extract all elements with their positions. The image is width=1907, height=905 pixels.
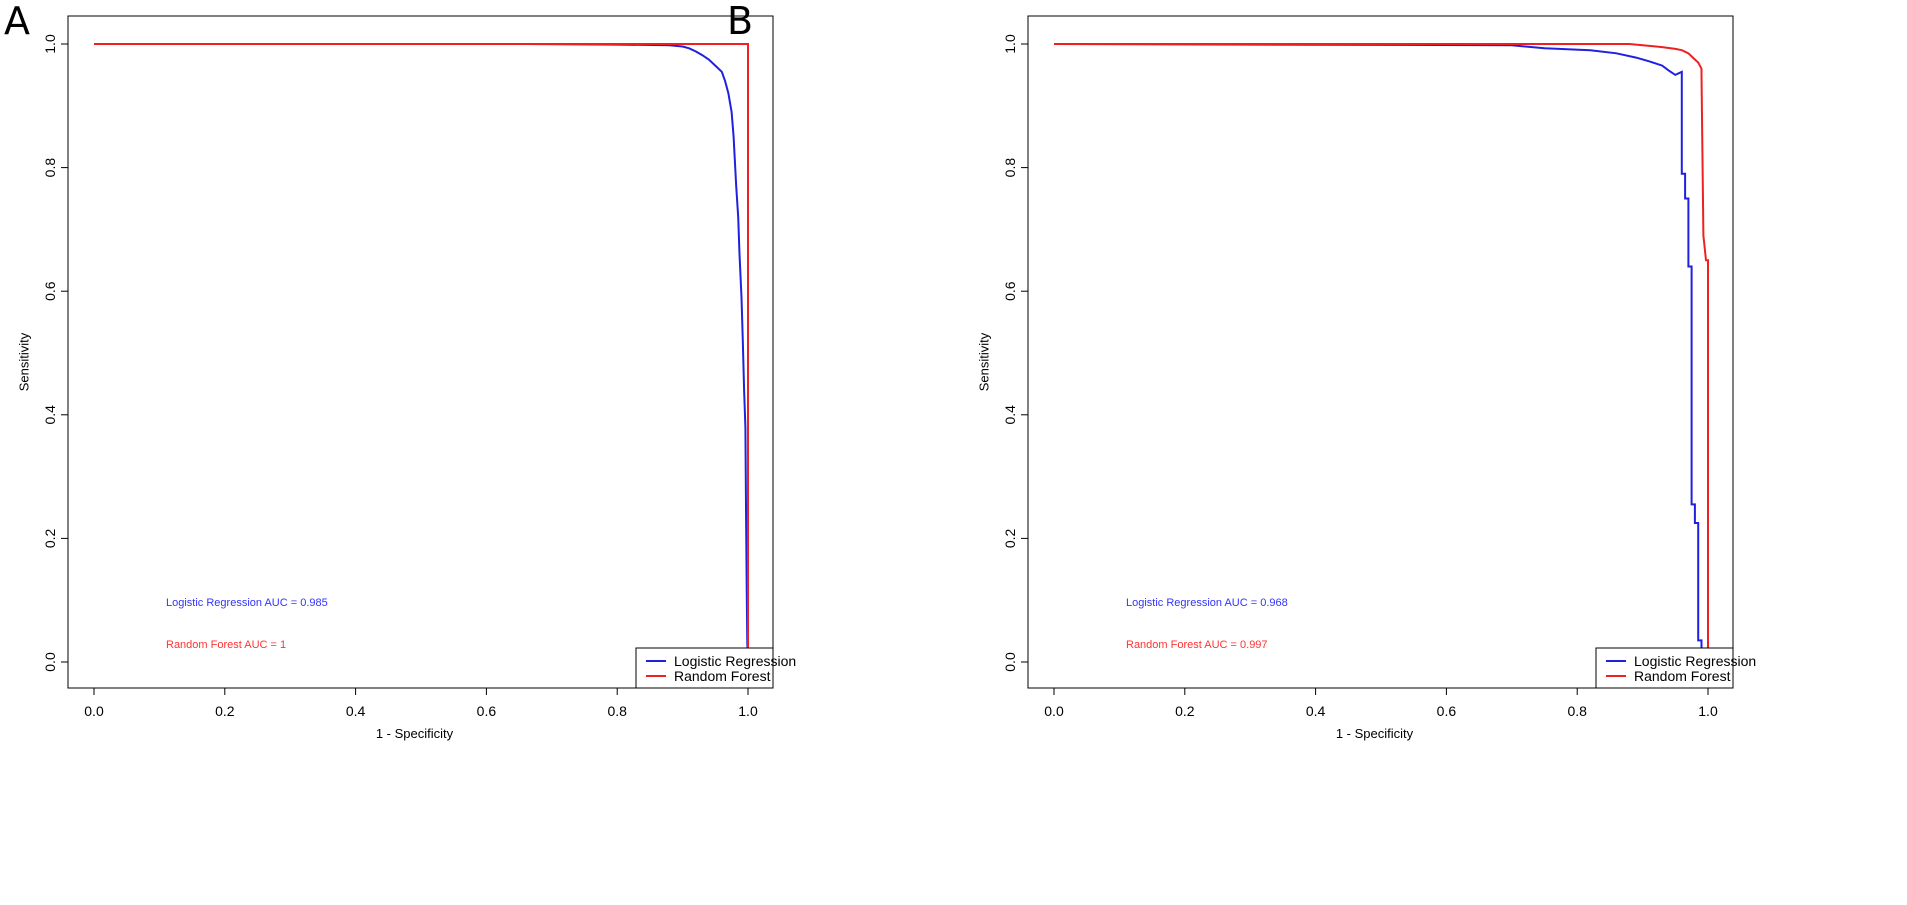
auc-annotation: Random Forest AUC = 0.997 [1126,639,1268,651]
x-tick-label: 0.4 [346,703,366,719]
y-tick-label: 0.8 [1002,158,1018,178]
y-tick-label: 0.4 [42,405,58,425]
chart-panel-a: A 0.0 0.2 0.4 0.6 0.8 1.0 0.0 0.2 0.4 0.6 0.8 1.0 1 -… [0,0,953,905]
x-tick-label: 0.6 [1437,703,1457,719]
x-tick-label: 0.2 [215,703,235,719]
roc-chart-a: A 0.0 0.2 0.4 0.6 0.8 1.0 0.0 0.2 0.4 0.6 0.8 1.0 1 -… [4,0,796,741]
roc-chart-b: B 0.0 0.2 0.4 0.6 0.8 1.0 0.0 0.2 0.4 0.6 0.8 1.0 1 -… [727,0,1756,741]
auc-annotation: Random Forest AUC = 1 [166,639,286,651]
plot-frame [67,15,774,689]
chart-panel-b: B 0.0 0.2 0.4 0.6 0.8 1.0 0.0 0.2 0.4 0.6 0.8 1.0 1 -… [727,0,1907,905]
series-line-logistic-regression [94,43,749,663]
x-tick-label: 0.8 [1567,703,1587,719]
legend-entry: Random Forest [1634,668,1731,684]
legend-box [1595,647,1734,689]
y-tick-label: 0.4 [1002,405,1018,425]
x-tick-label: 0.4 [1306,703,1326,719]
y-tick-label: 0.6 [1002,281,1018,301]
y-tick-label: 0.0 [1002,652,1018,672]
y-axis-title: Sensitivity [977,332,992,391]
y-tick-label: 0.6 [42,281,58,301]
auc-annotation: Logistic Regression AUC = 0.968 [1126,597,1288,609]
series-line-random-forest [1054,43,1709,662]
x-tick-label: 0.0 [84,703,104,719]
x-tick-label: 0.8 [607,703,627,719]
panel-letter: B [727,0,753,43]
y-tick-label: 0.0 [42,652,58,672]
y-tick-label: 1.0 [1002,34,1018,54]
auc-annotation: Logistic Regression AUC = 0.985 [166,597,328,609]
x-tick-label: 0.2 [1175,703,1195,719]
legend-entry: Random Forest [674,668,771,684]
x-tick-label: 0.0 [1044,703,1064,719]
y-tick-label: 0.2 [1002,528,1018,548]
x-tick-label: 0.6 [477,703,497,719]
x-tick-label: 1.0 [1698,703,1718,719]
series-line-random-forest [94,43,749,662]
series-line-logistic-regression [1053,43,1703,662]
panel-letter: A [4,0,30,43]
y-axis-title: Sensitivity [17,332,32,391]
legend-box [635,647,774,689]
legend-entry: Logistic Regression [1634,653,1756,669]
x-axis-title: 1 - Specificity [1336,726,1414,741]
x-tick-label: 1.0 [738,703,758,719]
y-tick-label: 1.0 [42,34,58,54]
y-tick-label: 0.2 [42,528,58,548]
x-axis-title: 1 - Specificity [376,726,454,741]
legend-entry: Logistic Regression [674,653,796,669]
y-tick-label: 0.8 [42,158,58,178]
plot-frame [1027,15,1734,689]
